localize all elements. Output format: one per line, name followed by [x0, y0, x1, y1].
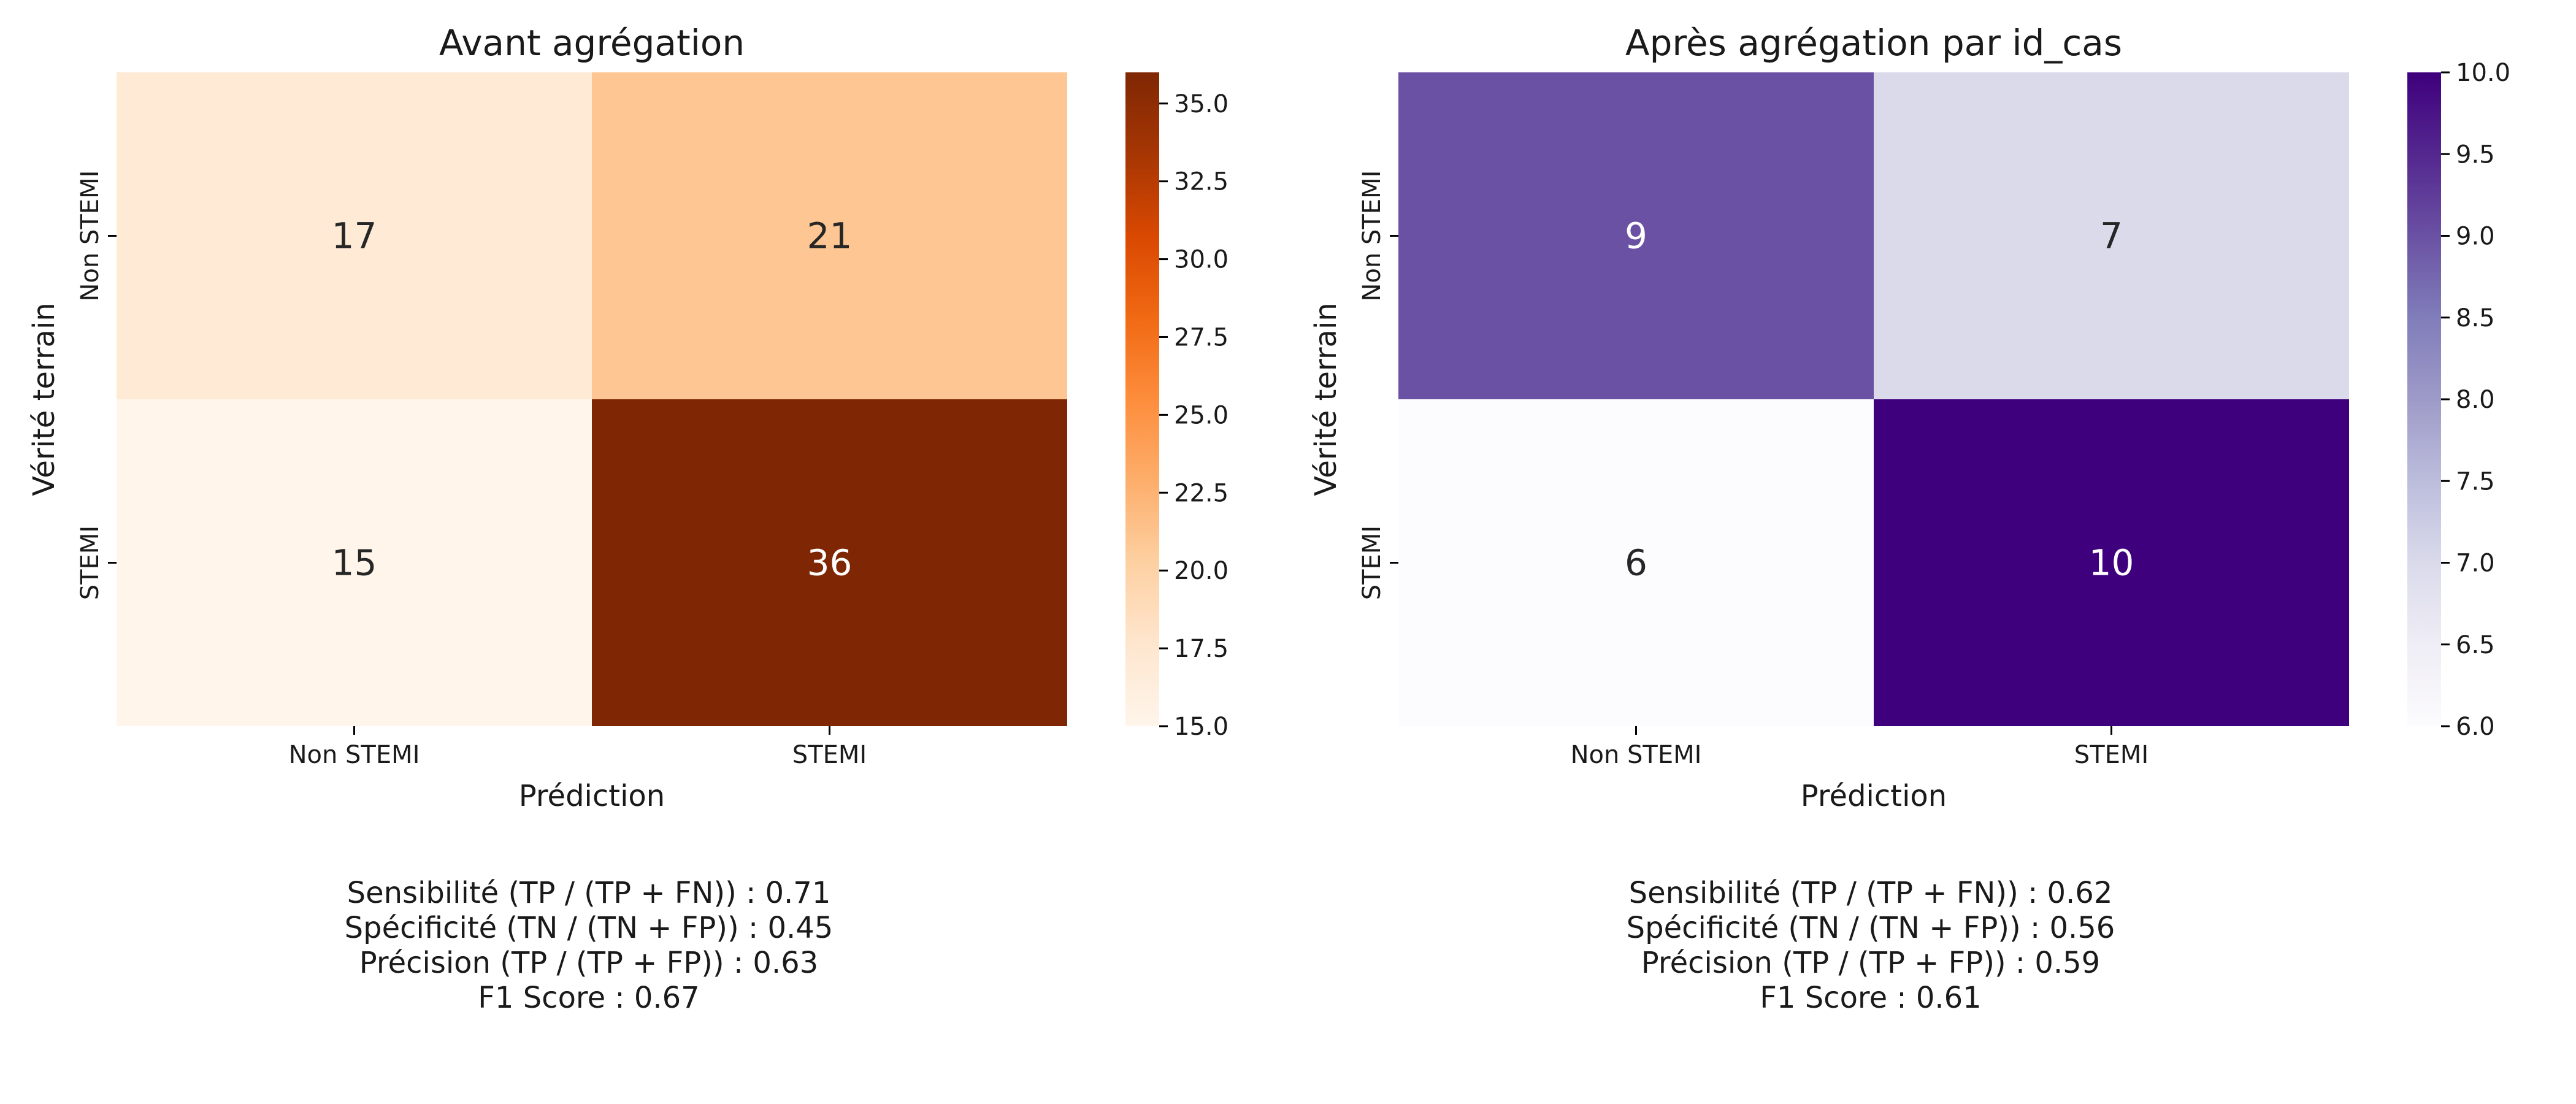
colorbar — [1125, 72, 1159, 726]
heatmap-panel-before: Avant agrégation 17 21 15 36 Non STEMI STEMI Pr… — [27, 22, 1229, 813]
metric-sensitivity: Sensibilité (TP / (TP + FN)) : 0.62 — [1628, 876, 2113, 910]
colorbar-tick-label: 9.0 — [2456, 223, 2495, 251]
colorbar-tick-label: 15.0 — [1174, 713, 1229, 741]
colorbar-tick-label: 22.5 — [1174, 479, 1229, 507]
heatmap-cell — [1398, 399, 1874, 726]
cell-value-label: 21 — [807, 215, 853, 257]
metrics-after: Sensibilité (TP / (TP + FN)) : 0.62 Spéc… — [1392, 876, 2349, 1016]
heatmap-cell — [117, 72, 592, 399]
metric-f1: F1 Score : 0.67 — [478, 981, 700, 1015]
colorbar-tick-label: 30.0 — [1174, 246, 1229, 274]
metric-specificity: Spécificité (TN / (TN + FP)) : 0.45 — [344, 911, 834, 945]
colorbar-tick-label: 25.0 — [1174, 401, 1229, 429]
colorbar-tick-label: 8.0 — [2456, 386, 2495, 414]
colorbar-tick-label: 8.5 — [2456, 304, 2495, 332]
cell-value-label: 36 — [807, 542, 853, 584]
x-tick-label: STEMI — [2074, 741, 2149, 769]
x-axis-label: Prédiction — [1801, 779, 1947, 813]
heatmap-cell — [1874, 399, 2349, 726]
heatmap-cell — [592, 399, 1067, 726]
metric-specificity: Spécificité (TN / (TN + FP)) : 0.56 — [1626, 911, 2115, 945]
heatmap-cell — [117, 399, 592, 726]
colorbar-tick-label: 32.5 — [1174, 168, 1229, 196]
cell-value-label: 10 — [2089, 542, 2134, 584]
cell-value-label: 9 — [1625, 215, 1647, 257]
x-tick-label: Non STEMI — [289, 741, 420, 769]
metric-precision: Précision (TP / (TP + FP)) : 0.59 — [1641, 946, 2101, 980]
y-tick-label: Non STEMI — [1358, 171, 1386, 302]
heatmap-cell — [592, 72, 1067, 399]
metrics-before: Sensibilité (TP / (TP + FN)) : 0.71 Spéc… — [110, 876, 1067, 1016]
heatmap-cell — [1874, 72, 2349, 399]
colorbar-tick-label: 9.5 — [2456, 140, 2495, 169]
heatmap-panel-after: Après agrégation par id_cas 9 7 6 10 Non STEM… — [1309, 22, 2510, 813]
colorbar-tick-label: 35.0 — [1174, 90, 1229, 118]
y-tick-label: STEMI — [76, 526, 104, 600]
colorbar-tick-label: 7.5 — [2456, 467, 2495, 496]
x-axis-label: Prédiction — [519, 779, 665, 813]
metric-f1: F1 Score : 0.61 — [1760, 981, 1982, 1015]
colorbar-tick-label: 6.5 — [2456, 631, 2495, 659]
colorbar-tick-label: 7.0 — [2456, 550, 2495, 578]
y-tick-label: STEMI — [1358, 526, 1386, 600]
y-axis-label: Vérité terrain — [1309, 302, 1343, 496]
chart-title: Avant agrégation — [439, 22, 745, 64]
y-tick-label: Non STEMI — [76, 171, 104, 302]
chart-title: Après agrégation par id_cas — [1625, 22, 2122, 64]
metric-precision: Précision (TP / (TP + FP)) : 0.63 — [359, 946, 819, 980]
x-tick-label: STEMI — [792, 741, 867, 769]
colorbar-tick-label: 20.0 — [1174, 557, 1229, 585]
colorbar-tick-label: 27.5 — [1174, 323, 1229, 351]
y-axis-label: Vérité terrain — [27, 302, 61, 496]
colorbar-tick-label: 6.0 — [2456, 713, 2495, 741]
cell-value-label: 17 — [332, 215, 377, 257]
cell-value-label: 15 — [332, 542, 377, 584]
x-tick-label: Non STEMI — [1571, 741, 1702, 769]
colorbar-tick-label: 10.0 — [2456, 59, 2510, 87]
cell-value-label: 6 — [1625, 542, 1647, 584]
colorbar-tick-label: 17.5 — [1174, 635, 1229, 663]
colorbar — [2407, 72, 2441, 726]
heatmap-cell — [1398, 72, 1874, 399]
metric-sensitivity: Sensibilité (TP / (TP + FN)) : 0.71 — [347, 876, 831, 910]
cell-value-label: 7 — [2100, 215, 2123, 257]
